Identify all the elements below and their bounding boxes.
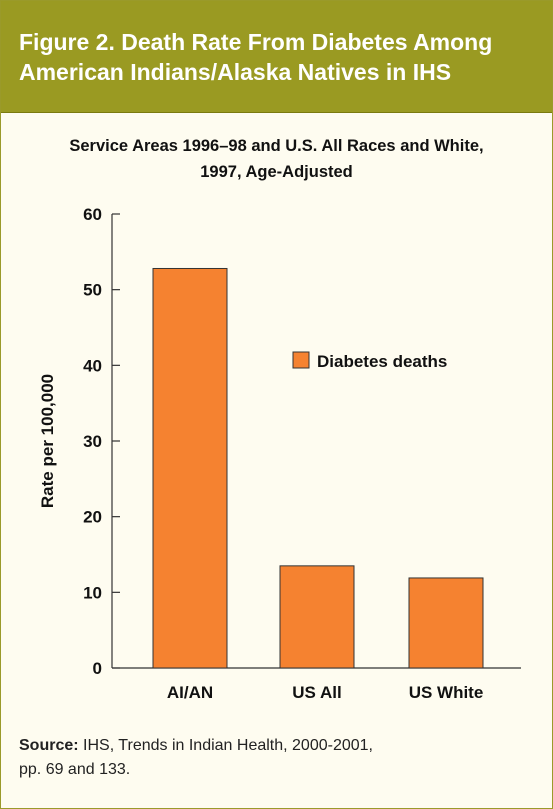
y-tick-label: 0 bbox=[93, 659, 102, 678]
y-tick-label: 10 bbox=[83, 583, 102, 602]
chart-subtitle-line-2: 1997, Age-Adjusted bbox=[200, 163, 353, 181]
x-tick-label: US White bbox=[409, 683, 484, 702]
chart-subtitle-line-1: Service Areas 1996–98 and U.S. All Races… bbox=[69, 137, 484, 155]
chart-subtitle: Service Areas 1996–98 and U.S. All Races… bbox=[1, 133, 552, 185]
figure-title-line-1: Figure 2. Death Rate From Diabetes Among bbox=[19, 29, 493, 55]
figure-title: Figure 2. Death Rate From Diabetes Among… bbox=[19, 27, 539, 87]
source-note: Source: IHS, Trends in Indian Health, 20… bbox=[19, 734, 534, 782]
x-tick-label: US All bbox=[292, 683, 341, 702]
y-tick-label: 30 bbox=[83, 432, 102, 451]
y-tick-label: 60 bbox=[83, 205, 102, 224]
source-text-1: IHS, Trends in Indian Health, 2000-2001, bbox=[83, 737, 373, 754]
y-tick-label: 50 bbox=[83, 281, 102, 300]
bar bbox=[152, 267, 228, 669]
bar bbox=[279, 565, 355, 669]
x-tick-label: AI/AN bbox=[167, 683, 213, 702]
legend-swatch bbox=[292, 351, 310, 369]
source-label: Source: bbox=[19, 737, 79, 754]
figure-header: Figure 2. Death Rate From Diabetes Among… bbox=[1, 1, 552, 113]
y-tick-label: 20 bbox=[83, 508, 102, 527]
y-tick-label: 40 bbox=[83, 356, 102, 375]
source-line-2: pp. 69 and 133. bbox=[19, 761, 131, 778]
figure-title-line-2: American Indians/Alaska Natives in IHS bbox=[19, 59, 452, 85]
bar bbox=[408, 577, 484, 669]
y-axis-label: Rate per 100,000 bbox=[38, 374, 57, 508]
source-line-1: Source: IHS, Trends in Indian Health, 20… bbox=[19, 734, 534, 758]
bar-chart: 0 10 20 30 40 50 60 AI/AN US All US White Rate per… bbox=[38, 205, 521, 702]
legend-label: Diabetes deaths bbox=[317, 352, 447, 371]
